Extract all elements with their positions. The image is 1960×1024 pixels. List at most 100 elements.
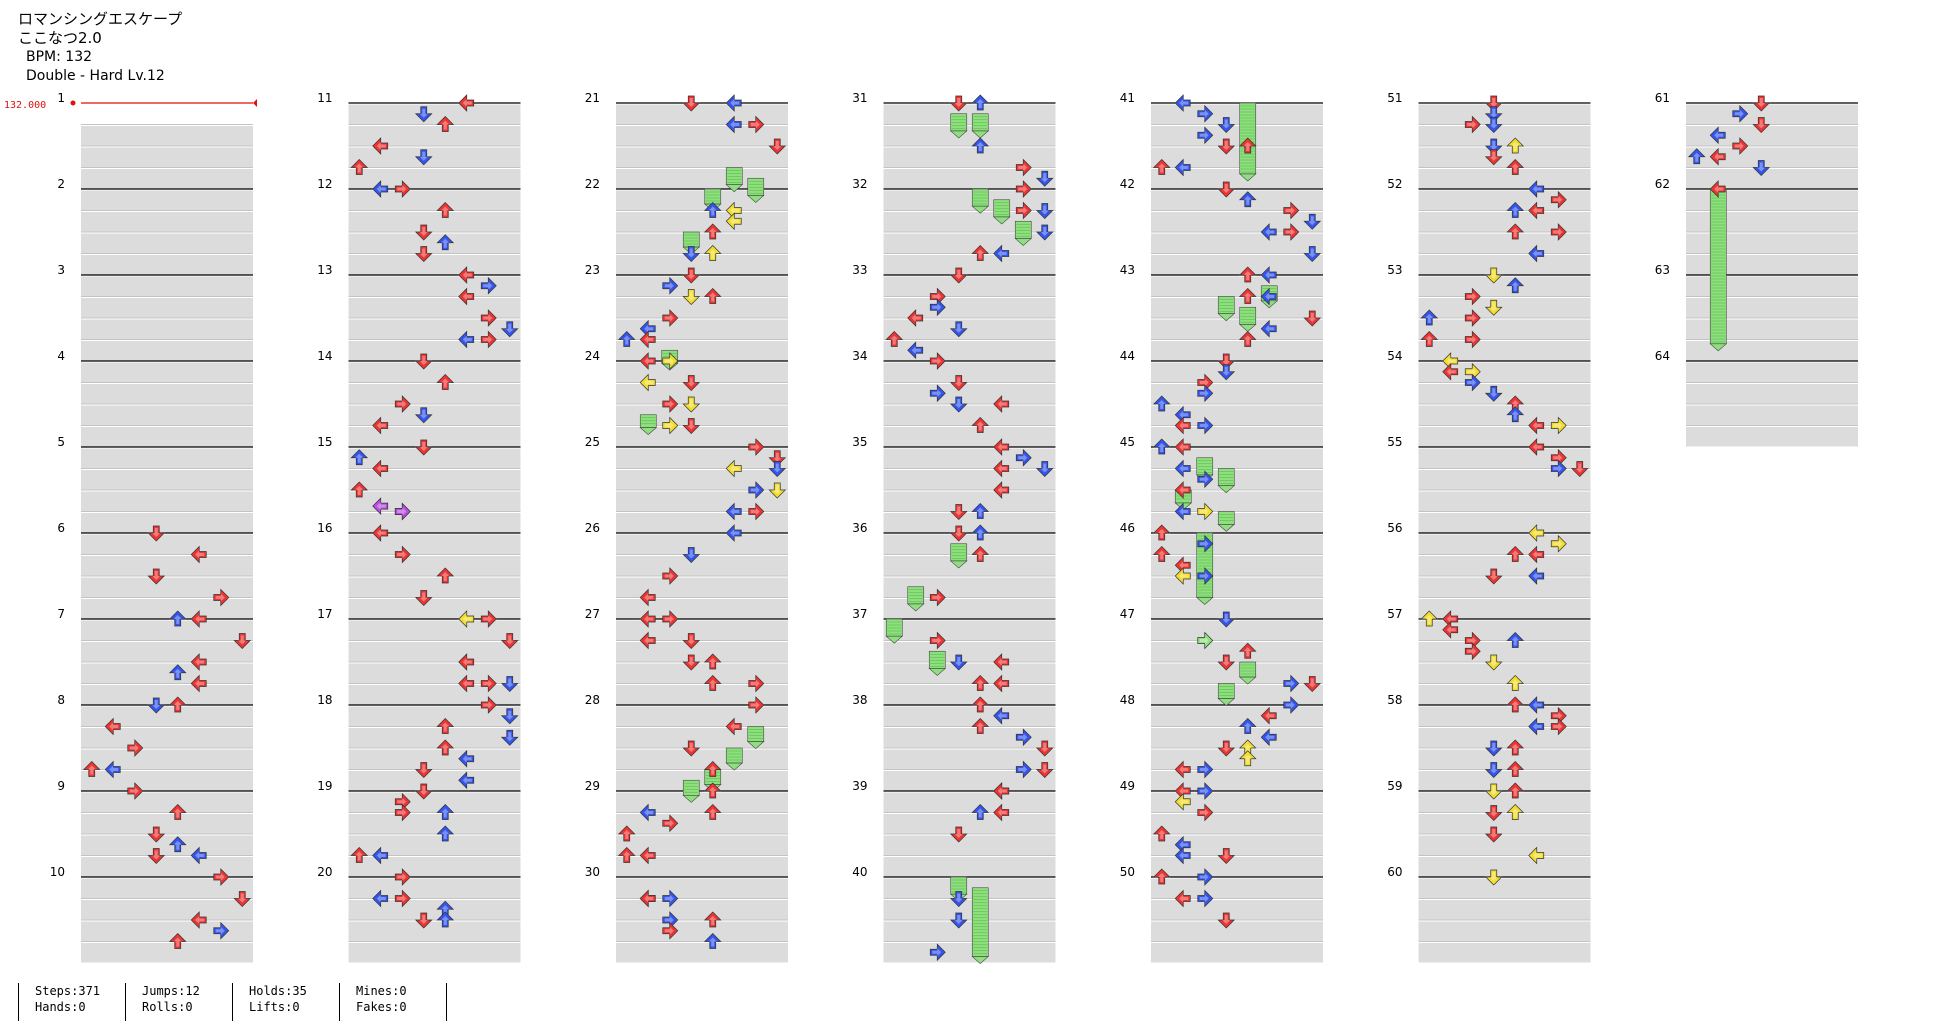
arrow-note: [1174, 459, 1191, 478]
arrow-shape: [1197, 534, 1214, 553]
arrow-note: [1035, 224, 1054, 241]
arrow-highlight: [419, 409, 428, 419]
beat-band: [1418, 190, 1591, 210]
beat-band: [1151, 620, 1323, 640]
arrow-note: [703, 782, 722, 799]
arrow-highlight: [1511, 550, 1520, 560]
arrow-note: [414, 783, 433, 800]
beat-band: [883, 491, 1056, 511]
arrow-shape: [1152, 546, 1171, 562]
beat-band: [81, 771, 253, 791]
arrow-note: [907, 309, 924, 327]
arrow-note: [682, 375, 701, 391]
arrow-note: [1283, 696, 1300, 714]
arrow-highlight: [397, 550, 407, 559]
arrow-note: [1420, 610, 1439, 627]
arrow-shape: [1152, 438, 1171, 455]
beat-band: [81, 685, 253, 705]
beat-band: [81, 233, 253, 253]
beat-band: [81, 341, 253, 361]
arrow-shape: [1752, 95, 1771, 112]
beat-band: [81, 534, 253, 554]
arrow-shape: [1484, 106, 1503, 123]
arrow-shape: [458, 94, 475, 112]
beat-band: [1418, 685, 1591, 705]
hold-tail: [1709, 343, 1728, 352]
arrow-highlight: [1199, 636, 1209, 645]
measure-number: 27: [585, 607, 600, 621]
arrow-highlight: [376, 894, 386, 903]
arrow-highlight: [997, 400, 1007, 408]
arrow-highlight: [664, 281, 674, 290]
beat-band: [1686, 104, 1858, 124]
arrow-shape: [971, 696, 990, 713]
arrow-shape: [949, 654, 968, 671]
arrow-highlight: [1157, 550, 1166, 560]
arrow-highlight: [664, 400, 674, 408]
arrow-note: [1174, 889, 1191, 908]
arrow-highlight: [1489, 829, 1498, 838]
arrow-highlight: [954, 829, 963, 838]
beat-band: [1686, 190, 1858, 210]
arrow-note: [414, 407, 433, 424]
arrow-shape: [414, 353, 433, 370]
arrow-note: [104, 760, 121, 779]
arrow-note: [372, 459, 389, 478]
arrow-note: [1528, 567, 1545, 585]
arrow-highlight: [644, 357, 654, 365]
arrow-note: [639, 588, 656, 607]
arrow-note: [1015, 728, 1032, 747]
arrow-highlight: [1222, 356, 1231, 365]
arrow-highlight: [355, 453, 364, 463]
arrow-shape: [480, 330, 497, 349]
arrow-note: [394, 180, 411, 198]
arrow-shape: [1528, 846, 1545, 865]
beat-band: [1151, 276, 1323, 296]
arrow-note: [1550, 459, 1567, 478]
arrow-note: [1506, 202, 1525, 218]
arrow-note: [1260, 223, 1277, 241]
arrow-highlight: [441, 206, 450, 216]
arrow-highlight: [750, 486, 760, 494]
arrow-note: [1217, 364, 1236, 381]
arrow-highlight: [750, 701, 760, 709]
beat-band: [81, 405, 253, 425]
beat-band: [1418, 771, 1591, 791]
arrow-note: [147, 568, 166, 585]
hold-body: [1239, 306, 1257, 325]
arrow-note: [885, 331, 904, 347]
beat-band: [348, 749, 521, 769]
arrow-shape: [639, 610, 656, 628]
beat-band: [1418, 298, 1591, 318]
beat-band: [616, 341, 788, 361]
mines-count: Mines:0: [356, 984, 407, 998]
beat-band: [348, 255, 521, 275]
arrow-highlight: [664, 819, 674, 828]
arrow-highlight: [1511, 410, 1520, 420]
arrow-highlight: [1040, 205, 1049, 215]
arrow-shape: [1035, 203, 1054, 219]
arrow-note: [82, 761, 101, 777]
arrow-note: [1464, 330, 1481, 349]
arrow-note: [768, 461, 787, 477]
arrow-highlight: [152, 850, 161, 860]
arrow-shape: [1015, 728, 1032, 747]
arrow-shape: [725, 502, 742, 521]
arrow-highlight: [1179, 410, 1189, 419]
arrow-highlight: [708, 937, 717, 947]
arrow-shape: [949, 504, 968, 520]
arrow-highlight: [1489, 119, 1498, 129]
arrow-highlight: [129, 787, 139, 795]
song-title: ロマンシングエスケープ: [18, 10, 183, 28]
arrow-highlight: [483, 679, 493, 688]
hold-body: [1217, 296, 1235, 315]
beat-band: [1151, 470, 1323, 490]
arrow-shape: [1506, 782, 1525, 799]
arrow-shape: [1420, 309, 1439, 326]
hold-note: [746, 177, 765, 203]
measure-number: 61: [1655, 91, 1670, 105]
beat-band: [1418, 534, 1591, 554]
beat-band: [348, 319, 521, 339]
arrow-note: [1217, 353, 1236, 370]
arrow-note: [662, 352, 679, 370]
